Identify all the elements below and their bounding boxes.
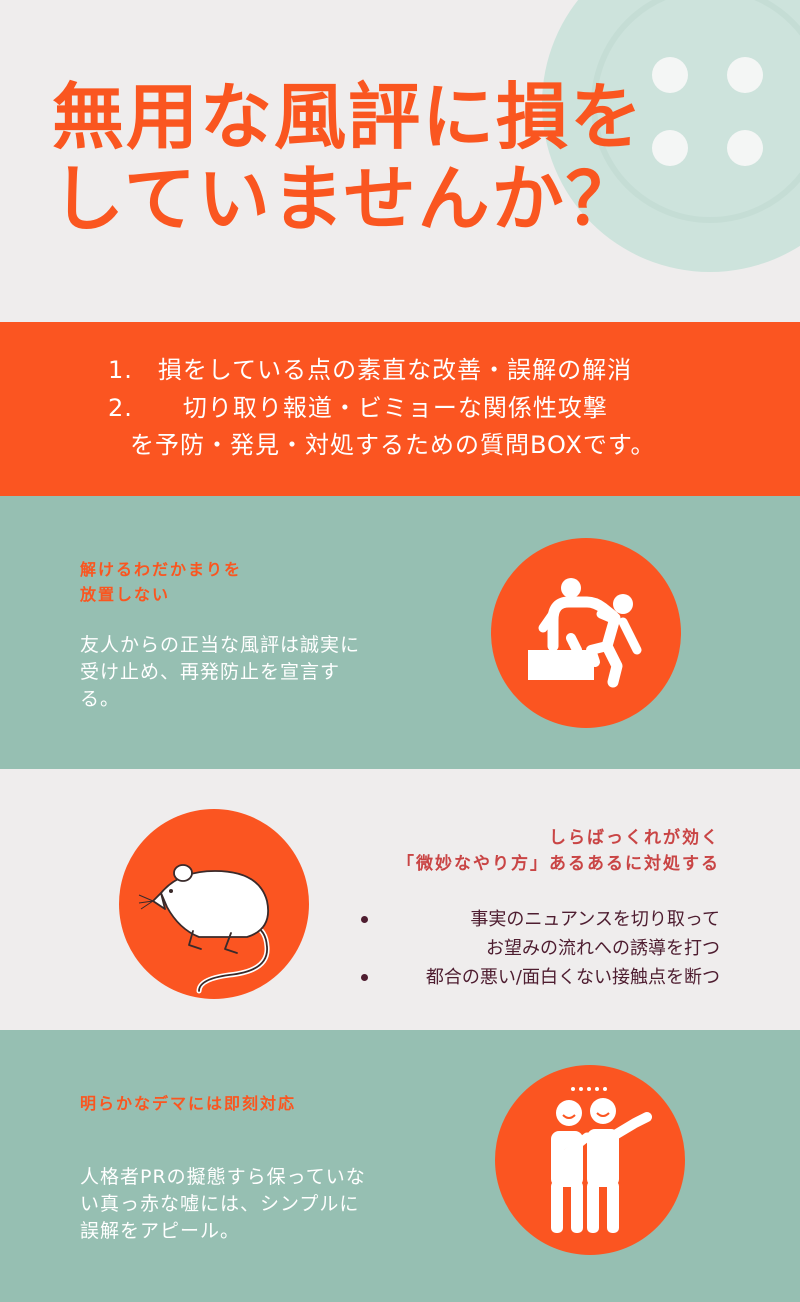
rat-icon: [138, 864, 270, 994]
section2-bullet-list: 事実のニュアンスを切り取って お望みの流れへの誘導を打つ 都合の悪い/面白くない…: [358, 905, 720, 992]
title-line-1: 無用な風評に損を: [52, 75, 645, 159]
helping-hand-icon: [528, 578, 642, 688]
section3-icon-circle: [495, 1065, 685, 1255]
bullet-1-line-2: お望みの流れへの誘導を打つ: [486, 938, 720, 959]
intro-banner: 1. 損をしている点の素直な改善・誤解の解消 2. 切り取り報道・ビミョーな関係…: [0, 322, 800, 496]
section2-heading-line-1: しらばっくれが効く: [549, 828, 720, 848]
section3-body-line-3: 誤解をアピール。: [80, 1220, 241, 1242]
banner-line-1: 1. 損をしている点の素直な改善・誤解の解消: [108, 356, 633, 384]
section3-heading: 明らかなデマには即刻対応: [80, 1094, 297, 1113]
page-title: 無用な風評に損を していませんか？: [52, 76, 644, 240]
bullet-1-line-1: 事実のニュアンスを切り取って: [470, 909, 720, 930]
title-line-2: していませんか？: [52, 157, 640, 241]
bullet-2: 都合の悪い/面白くない接触点を断つ: [425, 967, 720, 988]
button-icon: [542, 0, 800, 272]
header: 無用な風評に損を していませんか？: [0, 0, 800, 322]
section-false-rumors: 明らかなデマには即刻対応 人格者PRの擬態すら保っていな い真っ赤な嘘には、シン…: [0, 1030, 800, 1302]
gossip-icon: [551, 1087, 652, 1233]
banner-line-2: 2. 切り取り報道・ビミョーな関係性攻撃: [108, 394, 608, 422]
list-item: 事実のニュアンスを切り取って: [358, 905, 720, 934]
list-item: 都合の悪い/面白くない接触点を断つ: [358, 963, 720, 992]
section3-body-line-1: 人格者PRの擬態すら保っていな: [80, 1166, 366, 1188]
list-item-continuation: お望みの流れへの誘導を打つ: [358, 934, 720, 963]
section1-icon-circle: [491, 538, 681, 728]
section1-body-line-1: 友人からの正当な風評は誠実に: [80, 634, 361, 656]
section1-body-line-3: る。: [80, 688, 121, 710]
section3-body-line-2: い真っ赤な嘘には、シンプルに: [80, 1193, 360, 1215]
bullet-icon: [361, 916, 368, 923]
section-subtle-tactics: しらばっくれが効く 「微妙なやり方」あるあるに対処する 事実のニュアンスを切り取…: [0, 769, 800, 1030]
section-resolve: 解けるわだかまりを 放置しない 友人からの正当な風評は誠実に 受け止め、再発防止…: [0, 496, 800, 769]
banner-line-3: を予防・発見・対処するための質問BOXです。: [130, 431, 656, 459]
section1-heading-line-2: 放置しない: [80, 585, 171, 604]
section1-body-line-2: 受け止め、再発防止を宣言す: [80, 661, 341, 683]
bullet-icon: [361, 974, 368, 981]
section2-heading-line-2: 「微妙なやり方」あるあるに対処する: [397, 854, 720, 874]
section2-icon-circle: [119, 809, 309, 999]
section1-heading-line-1: 解けるわだかまりを: [80, 560, 243, 579]
